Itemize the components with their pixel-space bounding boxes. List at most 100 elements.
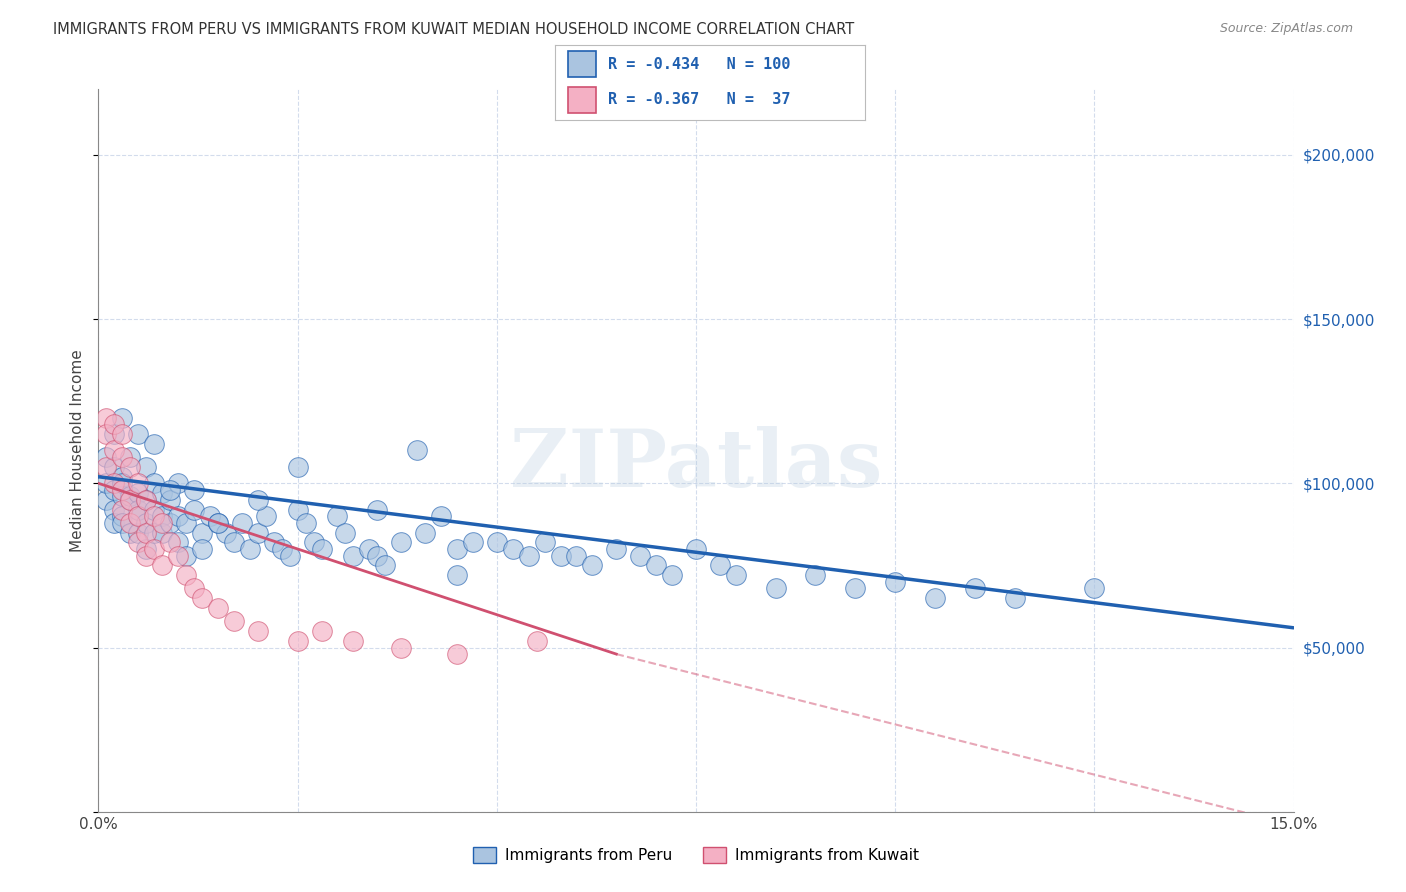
Point bbox=[605, 541, 627, 556]
Point bbox=[120, 492, 142, 507]
Point bbox=[246, 525, 269, 540]
Point bbox=[143, 437, 166, 451]
Point bbox=[127, 525, 149, 540]
Point bbox=[207, 516, 229, 530]
Legend: Immigrants from Peru, Immigrants from Kuwait: Immigrants from Peru, Immigrants from Ku… bbox=[467, 841, 925, 869]
Point bbox=[167, 476, 190, 491]
Point bbox=[270, 541, 292, 556]
FancyBboxPatch shape bbox=[568, 52, 596, 78]
Point bbox=[661, 568, 683, 582]
Point bbox=[406, 443, 429, 458]
Point bbox=[127, 476, 149, 491]
Point bbox=[550, 549, 572, 563]
Text: IMMIGRANTS FROM PERU VS IMMIGRANTS FROM KUWAIT MEDIAN HOUSEHOLD INCOME CORRELATI: IMMIGRANTS FROM PERU VS IMMIGRANTS FROM … bbox=[53, 22, 855, 37]
Point bbox=[533, 535, 555, 549]
Point bbox=[231, 516, 253, 530]
Point bbox=[246, 492, 269, 507]
Point bbox=[207, 516, 229, 530]
Point bbox=[103, 516, 125, 530]
Point bbox=[287, 502, 309, 516]
Point bbox=[143, 525, 166, 540]
Point bbox=[335, 525, 357, 540]
Point bbox=[135, 492, 157, 507]
Point bbox=[709, 558, 731, 573]
Point bbox=[359, 541, 381, 556]
Point bbox=[174, 568, 197, 582]
Point bbox=[111, 427, 134, 442]
Point bbox=[103, 476, 125, 491]
Point bbox=[159, 535, 181, 549]
Point bbox=[96, 476, 118, 491]
Point bbox=[135, 541, 157, 556]
Point bbox=[96, 427, 118, 442]
Point bbox=[96, 492, 118, 507]
Point bbox=[111, 509, 134, 524]
Point bbox=[103, 459, 125, 474]
Point bbox=[127, 486, 149, 500]
Point bbox=[239, 541, 262, 556]
Point bbox=[183, 483, 205, 497]
Point bbox=[111, 490, 134, 504]
Point bbox=[278, 549, 301, 563]
Point bbox=[111, 516, 134, 530]
FancyBboxPatch shape bbox=[568, 87, 596, 112]
Point bbox=[207, 601, 229, 615]
Point bbox=[143, 541, 166, 556]
Point bbox=[96, 450, 118, 464]
Point bbox=[645, 558, 668, 573]
Point bbox=[685, 541, 707, 556]
Point bbox=[191, 525, 214, 540]
Point bbox=[502, 541, 524, 556]
Point bbox=[326, 509, 349, 524]
Point bbox=[143, 502, 166, 516]
Y-axis label: Median Household Income: Median Household Income bbox=[70, 349, 86, 552]
Point bbox=[150, 516, 173, 530]
Point bbox=[150, 486, 173, 500]
Point bbox=[111, 483, 134, 497]
Point bbox=[167, 535, 190, 549]
Text: R = -0.434   N = 100: R = -0.434 N = 100 bbox=[607, 57, 790, 72]
Point bbox=[103, 502, 125, 516]
Point bbox=[963, 582, 986, 596]
Point bbox=[446, 647, 468, 661]
Point bbox=[485, 535, 508, 549]
Point bbox=[724, 568, 747, 582]
Point bbox=[366, 549, 388, 563]
Point bbox=[446, 568, 468, 582]
Point bbox=[287, 459, 309, 474]
Point bbox=[287, 634, 309, 648]
Point bbox=[1004, 591, 1026, 606]
Point bbox=[628, 549, 651, 563]
Point bbox=[389, 640, 412, 655]
Point bbox=[581, 558, 603, 573]
Text: Source: ZipAtlas.com: Source: ZipAtlas.com bbox=[1219, 22, 1353, 36]
Point bbox=[294, 516, 316, 530]
Point bbox=[198, 509, 221, 524]
Point bbox=[120, 459, 142, 474]
Point bbox=[413, 525, 436, 540]
Point bbox=[135, 492, 157, 507]
Point bbox=[311, 624, 333, 639]
Point bbox=[374, 558, 396, 573]
Point bbox=[254, 509, 277, 524]
Point bbox=[183, 502, 205, 516]
Point bbox=[246, 624, 269, 639]
Point bbox=[844, 582, 866, 596]
Point bbox=[120, 525, 142, 540]
Point bbox=[111, 476, 134, 491]
Text: R = -0.367   N =  37: R = -0.367 N = 37 bbox=[607, 93, 790, 107]
Point bbox=[96, 410, 118, 425]
Point bbox=[135, 516, 157, 530]
Point bbox=[159, 516, 181, 530]
Point bbox=[120, 490, 142, 504]
Point bbox=[96, 459, 118, 474]
Point bbox=[191, 541, 214, 556]
Point bbox=[111, 450, 134, 464]
Point bbox=[127, 509, 149, 524]
Point bbox=[565, 549, 588, 563]
Point bbox=[135, 459, 157, 474]
Point bbox=[389, 535, 412, 549]
Point bbox=[159, 492, 181, 507]
Point bbox=[120, 450, 142, 464]
Point bbox=[517, 549, 540, 563]
